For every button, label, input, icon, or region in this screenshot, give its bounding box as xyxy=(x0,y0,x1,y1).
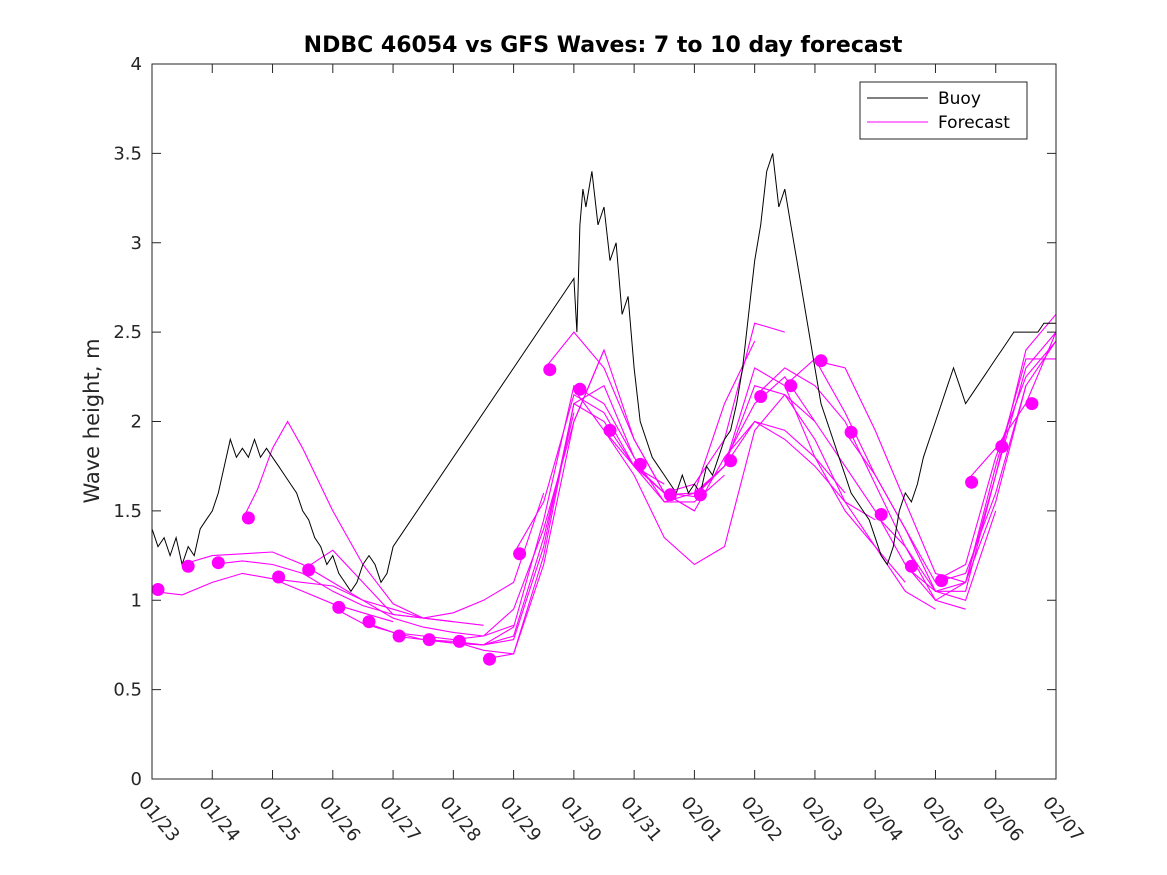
forecast-marker xyxy=(844,425,858,439)
forecast-marker xyxy=(452,634,466,648)
forecast-run-line xyxy=(965,331,1057,483)
forecast-marker xyxy=(573,382,587,396)
forecast-marker xyxy=(603,423,617,437)
legend: Buoy Forecast xyxy=(859,81,1028,140)
data-layer xyxy=(151,153,1057,666)
forecast-marker xyxy=(483,652,496,666)
y-tick-label: 2.5 xyxy=(113,322,142,343)
y-tick-label: 2 xyxy=(131,412,142,433)
forecast-marker xyxy=(904,559,918,573)
forecast-marker xyxy=(965,475,979,489)
forecast-marker xyxy=(181,559,195,573)
forecast-marker xyxy=(633,457,647,471)
forecast-marker xyxy=(241,511,255,525)
forecast-marker xyxy=(211,556,225,570)
forecast-run-line xyxy=(241,420,484,626)
forecast-run-line xyxy=(272,578,514,637)
forecast-marker xyxy=(935,574,948,588)
forecast-marker xyxy=(784,379,798,393)
forecast-marker xyxy=(814,354,828,368)
forecast-run-line xyxy=(904,358,1056,592)
forecast-marker xyxy=(663,488,677,502)
forecast-run-line xyxy=(694,385,936,610)
y-tick-label: 1.5 xyxy=(113,501,142,522)
chart-title: NDBC 46054 vs GFS Waves: 7 to 10 day for… xyxy=(304,33,903,58)
forecast-marker xyxy=(151,583,165,596)
y-tick-label: 3 xyxy=(131,233,142,254)
forecast-marker xyxy=(754,390,768,403)
legend-forecast-label: Forecast xyxy=(938,113,1010,133)
forecast-marker xyxy=(272,570,286,584)
y-tick-label: 3.5 xyxy=(113,143,142,164)
forecast-marker xyxy=(392,629,406,643)
forecast-marker xyxy=(995,440,1009,453)
y-tick-label: 4 xyxy=(131,54,142,75)
forecast-run-line xyxy=(573,388,816,566)
y-axis: 0 0.5 1 1.5 2 2.5 3 3.5 4 xyxy=(113,54,1056,790)
forecast-run-line xyxy=(814,340,1057,584)
forecast-run-line xyxy=(302,492,545,619)
forecast-marker xyxy=(543,363,557,377)
forecast-run-line xyxy=(603,420,846,512)
forecast-marker xyxy=(513,547,527,561)
forecast-marker xyxy=(874,508,888,521)
forecast-marker xyxy=(422,633,436,647)
forecast-marker xyxy=(693,488,707,502)
forecast-run-line xyxy=(181,551,424,619)
y-tick-label: 1 xyxy=(131,590,142,611)
y-tick-label: 0.5 xyxy=(113,680,142,701)
forecast-run-line xyxy=(754,367,997,601)
buoy-line xyxy=(151,153,1056,593)
forecast-run-line xyxy=(935,340,1057,582)
forecast-marker xyxy=(1025,397,1039,411)
plot-area: 00.511.522.533.54 01/23 01/24 01/25 01/26 01… xyxy=(113,54,1087,846)
y-tick-label: 0 xyxy=(131,769,142,790)
forecast-marker xyxy=(302,563,316,577)
legend-box xyxy=(859,81,1028,140)
y-axis-label: Wave height, m xyxy=(80,338,104,503)
forecast-marker xyxy=(724,454,738,468)
forecast-marker xyxy=(362,615,376,629)
forecast-marker xyxy=(332,600,346,614)
legend-buoy-label: Buoy xyxy=(938,89,981,109)
forecast-run-line xyxy=(483,384,725,660)
